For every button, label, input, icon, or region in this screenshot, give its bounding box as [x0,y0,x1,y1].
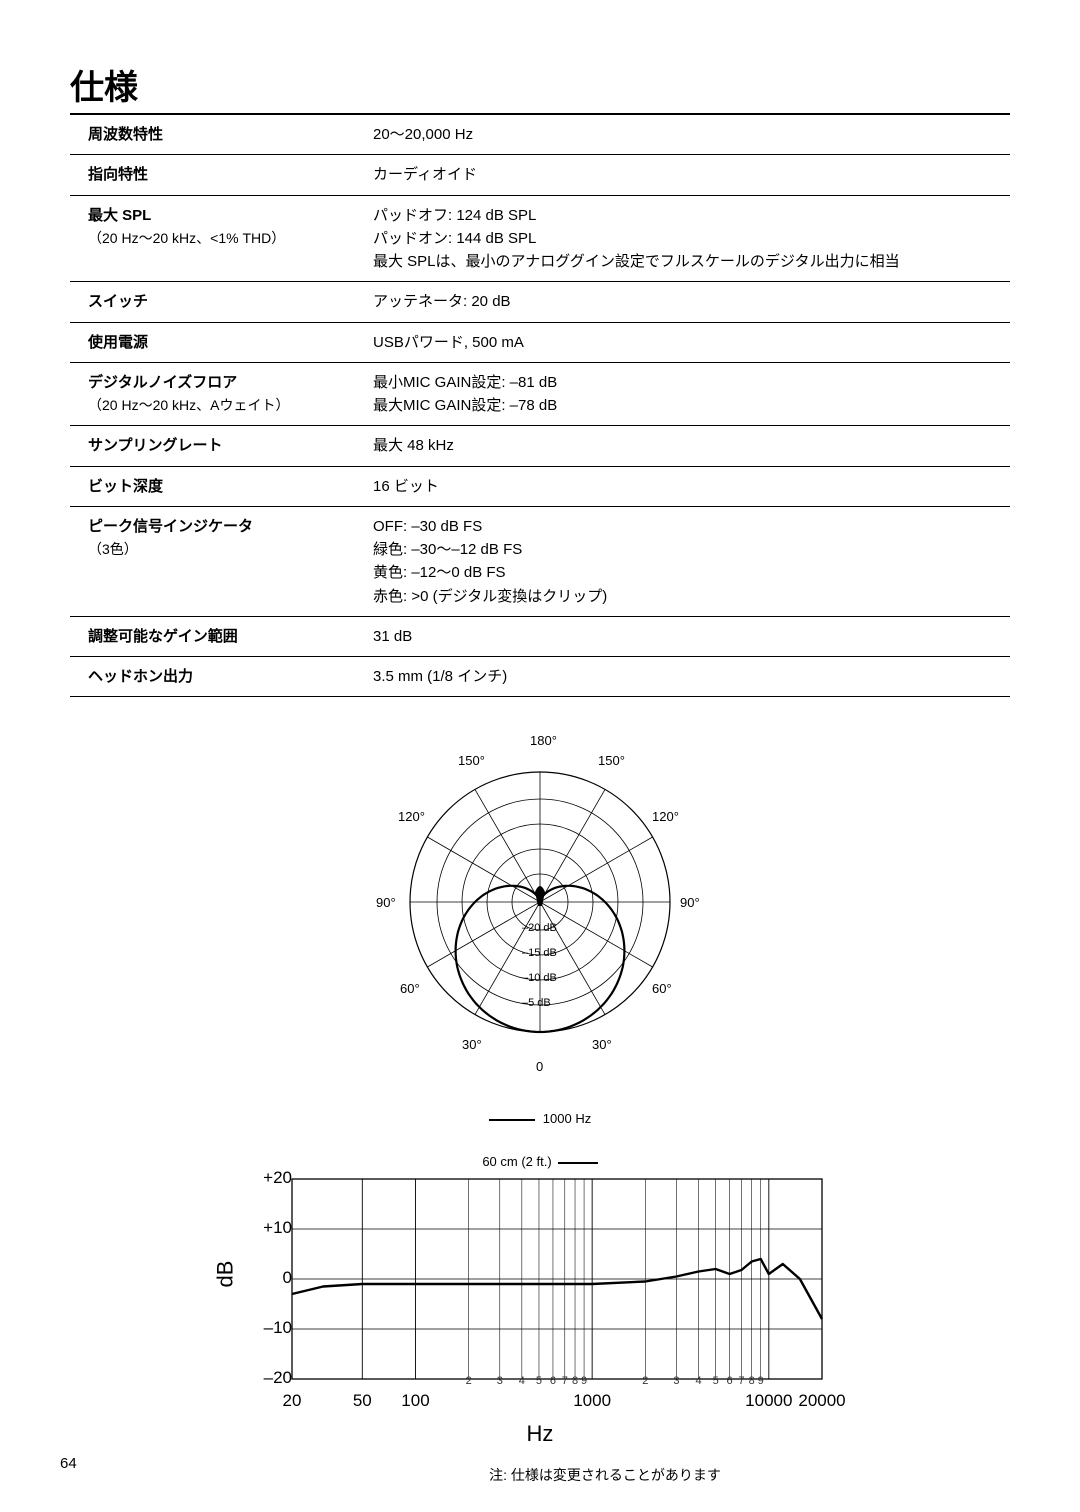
spec-row: 使用電源USBパワード, 500 mA [70,322,1010,362]
polar-legend: 1000 Hz [489,1111,591,1126]
spec-value: アッテネータ: 20 dB [355,282,1010,322]
spec-row: 最大 SPL（20 Hz～20 kHz、<1% THD）パッドオフ: 124 d… [70,195,1010,282]
spec-label: ヘッドホン出力 [70,657,355,697]
spec-value: 最大 48 kHz [355,426,1010,466]
spec-value: 最小MIC GAIN設定: –81 dB最大MIC GAIN設定: –78 dB [355,362,1010,426]
spec-table: 周波数特性20～20,000 Hz指向特性カーディオイド最大 SPL（20 Hz… [70,115,1010,697]
spec-label: ビット深度 [70,466,355,506]
spec-value: 31 dB [355,616,1010,656]
spec-row: ピーク信号インジケータ（3色）OFF: –30 dB FS緑色: –30～–12… [70,506,1010,616]
spec-row: スイッチアッテネータ: 20 dB [70,282,1010,322]
spec-row: サンプリングレート最大 48 kHz [70,426,1010,466]
spec-label: 調整可能なゲイン範囲 [70,616,355,656]
spec-label: 最大 SPL（20 Hz～20 kHz、<1% THD） [70,195,355,282]
spec-label: デジタルノイズフロア（20 Hz～20 kHz、Aウェイト） [70,362,355,426]
spec-label: サンプリングレート [70,426,355,466]
polar-chart: –20 dB–15 dB–10 dB–5 dB180°150°150°120°1… [330,727,750,1107]
spec-value: カーディオイド [355,155,1010,195]
spec-row: ヘッドホン出力3.5 mm (1/8 インチ) [70,657,1010,697]
spec-value: OFF: –30 dB FS緑色: –30～–12 dB FS黄色: –12～0… [355,506,1010,616]
spec-row: 調整可能なゲイン範囲31 dB [70,616,1010,656]
spec-value: 3.5 mm (1/8 インチ) [355,657,1010,697]
spec-label: 周波数特性 [70,115,355,155]
spec-row: 周波数特性20～20,000 Hz [70,115,1010,155]
spec-value: USBパワード, 500 mA [355,322,1010,362]
freq-response-chart: 60 cm (2 ft.) dB +20+100–10–20 205010010… [220,1154,860,1447]
spec-label: 使用電源 [70,322,355,362]
page-title: 仕様 [70,60,1010,115]
spec-row: デジタルノイズフロア（20 Hz～20 kHz、Aウェイト）最小MIC GAIN… [70,362,1010,426]
spec-value: 20～20,000 Hz [355,115,1010,155]
spec-row: ビット深度16 ビット [70,466,1010,506]
spec-row: 指向特性カーディオイド [70,155,1010,195]
spec-label: スイッチ [70,282,355,322]
page-number: 64 [60,1455,77,1472]
spec-value: パッドオフ: 124 dB SPLパッドオン: 144 dB SPL最大 SPL… [355,195,1010,282]
spec-label: 指向特性 [70,155,355,195]
footnote: 注: 仕様は変更されることがあります [489,1465,721,1485]
spec-label: ピーク信号インジケータ（3色） [70,506,355,616]
spec-value: 16 ビット [355,466,1010,506]
